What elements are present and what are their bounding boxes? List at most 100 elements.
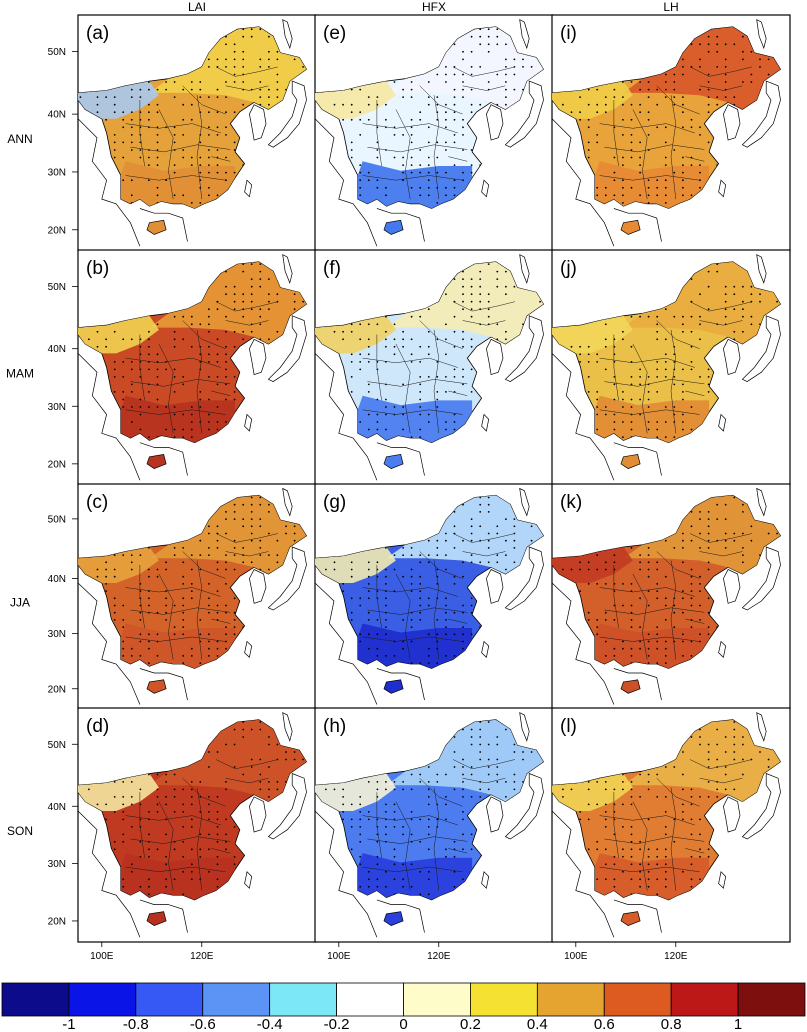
significance-stipple	[562, 721, 770, 896]
korea-outline	[486, 104, 504, 141]
province-boundaries	[599, 759, 752, 891]
border-line	[314, 353, 378, 481]
sakhalin-outline	[282, 487, 293, 517]
north-region	[149, 495, 307, 574]
japan-outline	[741, 546, 781, 611]
north-region	[149, 719, 307, 802]
taiwan-outline	[244, 871, 253, 889]
colorbar-swatch	[202, 982, 271, 1017]
south-region	[594, 623, 710, 669]
lat-tick-label: 50N	[48, 282, 66, 293]
column-title-lai: LAI	[188, 0, 206, 14]
lon-tick-label: 120E	[427, 951, 451, 962]
row-title-mam: MAM	[6, 367, 34, 381]
japan-outline	[741, 772, 781, 840]
lat-tick-label: 30N	[48, 629, 66, 640]
north-region	[386, 495, 544, 574]
north-region	[623, 26, 781, 110]
significance-stipple	[562, 35, 770, 204]
map-panel-e: (e)	[314, 14, 554, 252]
anomaly-regions	[315, 719, 544, 900]
province-boundaries	[362, 533, 515, 660]
hainan-island	[146, 219, 167, 235]
hainan-island	[146, 911, 167, 926]
colorbar-swatch	[603, 982, 672, 1017]
japan-outline	[267, 546, 307, 611]
south-region	[357, 853, 473, 900]
taiwan-outline	[244, 413, 253, 432]
taiwan-outline	[244, 179, 253, 198]
lon-tick-label: 120E	[664, 951, 688, 962]
korea-outline	[249, 569, 267, 604]
lat-tick-label: 30N	[48, 167, 66, 178]
map-panel-d: (d)	[77, 707, 317, 943]
significance-stipple	[333, 28, 533, 204]
lon-tick-label: 100E	[564, 951, 588, 962]
lat-tick-label: 20N	[48, 916, 66, 927]
sakhalin-outline	[282, 19, 293, 50]
column-title-hfx: HFX	[422, 0, 446, 14]
colorbar-swatch	[135, 982, 204, 1017]
province-boundaries	[125, 66, 278, 200]
anomaly-regions	[552, 495, 781, 669]
sakhalin-outline	[519, 254, 530, 285]
colorbar-label: -0.4	[257, 1016, 283, 1032]
japan-outline	[741, 315, 781, 383]
south-region	[357, 161, 473, 209]
panel-label: (b)	[86, 258, 109, 279]
significance-stipple	[96, 496, 296, 664]
hainan-island	[620, 454, 641, 469]
japan-outline	[741, 80, 781, 148]
taiwan-outline	[481, 179, 490, 198]
anomaly-regions	[78, 719, 307, 900]
hainan-island	[620, 219, 641, 235]
significance-stipple	[88, 721, 304, 896]
taiwan-outline	[481, 413, 490, 432]
province-boundaries	[599, 66, 752, 200]
korea-outline	[723, 338, 741, 376]
lat-tick-label: 50N	[48, 740, 66, 751]
lon-tick-label: 120E	[190, 951, 214, 962]
northwest-region	[315, 773, 396, 811]
anomaly-regions	[552, 26, 781, 209]
lat-tick-label: 20N	[48, 459, 66, 470]
colorbar-label: 0.8	[661, 1016, 682, 1032]
border-line	[551, 353, 615, 481]
korea-outline	[486, 338, 504, 376]
map-panel-a: (a)	[77, 14, 317, 252]
column-titles: LAI HFX LH	[188, 0, 679, 14]
panel-label: (h)	[323, 716, 346, 737]
lat-tick-label: 40N	[48, 110, 66, 121]
colorbar-label: 0.4	[527, 1016, 548, 1032]
province-boundaries	[362, 759, 515, 891]
map-panel-k: (k)	[551, 483, 791, 710]
province-boundaries	[599, 533, 752, 660]
lat-tick-label: 30N	[48, 402, 66, 413]
lat-tick-label: 20N	[48, 225, 66, 236]
lat-tick-label: 20N	[48, 684, 66, 695]
border-line	[77, 118, 141, 247]
province-boundaries	[125, 533, 278, 660]
northwest-region	[78, 315, 159, 354]
row-title-jja: JJA	[10, 596, 30, 610]
panel-label: (e)	[323, 23, 346, 44]
hainan-island	[146, 679, 167, 694]
lat-tick-label: 40N	[48, 574, 66, 585]
lat-tick-label: 40N	[48, 344, 66, 355]
map-panel-h: (h)	[314, 707, 554, 943]
sakhalin-outline	[756, 712, 767, 742]
taiwan-outline	[244, 640, 253, 658]
korea-outline	[723, 569, 741, 604]
significance-stipple	[325, 721, 533, 896]
japan-outline	[267, 315, 307, 383]
northwest-region	[552, 773, 633, 811]
korea-outline	[723, 104, 741, 141]
row-title-son: SON	[7, 824, 33, 838]
colorbar-swatch	[336, 982, 404, 1017]
panel-label: (d)	[86, 716, 109, 737]
indochina-coast	[139, 442, 188, 476]
province-boundaries	[125, 759, 278, 891]
japan-outline	[504, 80, 544, 148]
map-panel-l: (l)	[551, 707, 791, 943]
map-panel-b: (b)	[77, 249, 317, 486]
